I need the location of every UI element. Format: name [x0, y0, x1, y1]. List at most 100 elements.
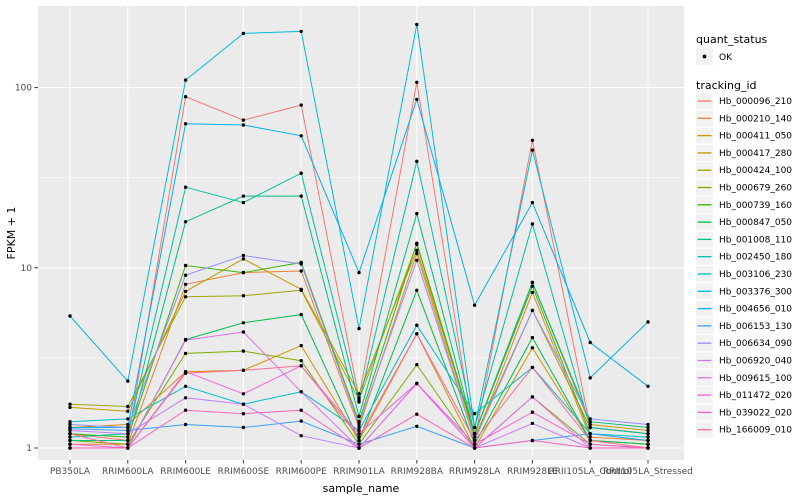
- data-point: [472, 412, 477, 416]
- data-point: [241, 123, 246, 127]
- data-point: [646, 422, 650, 427]
- x-axis-title: sample_name: [323, 482, 400, 495]
- legend-item: Hb_009615_100: [696, 369, 792, 386]
- data-point: [415, 412, 419, 416]
- data-point: [415, 251, 419, 256]
- data-point: [126, 417, 130, 421]
- data-point: [646, 425, 650, 430]
- x-axis-tick-label: RRIM928LE: [507, 467, 558, 477]
- data-point: [415, 211, 419, 216]
- legend-item: Hb_006153_130: [696, 317, 792, 334]
- data-point: [415, 80, 419, 85]
- data-point: [183, 282, 188, 286]
- data-point: [472, 425, 477, 430]
- data-point: [241, 330, 246, 334]
- legend-item: Hb_001008_110: [696, 231, 792, 248]
- legend-item-label: Hb_000411_050: [719, 132, 792, 142]
- data-point: [241, 294, 246, 298]
- legend-item-label: Hb_000847_050: [719, 218, 792, 228]
- legend-item-label: Hb_001008_110: [719, 235, 792, 245]
- x-axis-tick-label: RRIM928LA: [449, 467, 501, 477]
- data-point: [241, 257, 246, 261]
- legend-item: Hb_000096_210: [696, 93, 792, 109]
- data-point: [299, 288, 303, 292]
- data-point: [588, 446, 592, 450]
- data-point: [126, 442, 130, 446]
- legend-item: Hb_000424_100: [696, 162, 792, 179]
- data-point: [530, 280, 535, 285]
- data-point: [530, 335, 535, 340]
- data-point: [241, 321, 246, 325]
- legend-item-label: Hb_000096_210: [719, 97, 792, 107]
- data-point: [530, 222, 535, 226]
- data-point: [183, 422, 188, 427]
- legend-item-label: Hb_002450_180: [719, 253, 792, 263]
- data-point: [472, 435, 477, 439]
- data-point: [530, 200, 535, 205]
- legend-item: Hb_166009_010: [696, 421, 792, 438]
- data-point: [183, 295, 188, 299]
- legend-title-quant-status: quant_status: [696, 33, 768, 46]
- x-axis-tick-label: RRII105LA_Stressed: [603, 467, 693, 477]
- data-point: [126, 428, 130, 433]
- data-point: [472, 438, 477, 443]
- data-point: [530, 290, 535, 295]
- data-point: [646, 446, 650, 450]
- data-point: [126, 404, 130, 409]
- legend-item-label: Hb_003106_230: [719, 270, 792, 280]
- data-point: [183, 351, 188, 356]
- legend-item: Hb_000417_280: [696, 144, 792, 161]
- data-point: [588, 438, 592, 443]
- data-point: [588, 432, 592, 436]
- legend-item-label: Hb_166009_010: [719, 426, 792, 436]
- data-point: [68, 435, 72, 439]
- data-point: [183, 263, 188, 268]
- legend-item-label: Hb_006153_130: [719, 322, 792, 332]
- legend-item-label: Hb_011472_020: [719, 391, 792, 401]
- data-point: [126, 446, 130, 450]
- legend-item: Hb_006920_040: [696, 352, 792, 369]
- data-point: [241, 270, 246, 275]
- data-point: [299, 419, 303, 423]
- legend-item: Hb_000847_050: [696, 214, 792, 231]
- data-point: [183, 220, 188, 224]
- data-point: [241, 349, 246, 353]
- legend-item-label: Hb_000417_280: [719, 149, 792, 159]
- data-point: [415, 97, 419, 102]
- data-point: [299, 390, 303, 394]
- data-point: [357, 414, 361, 418]
- data-point: [183, 95, 188, 99]
- data-point: [588, 425, 592, 430]
- data-point: [415, 241, 419, 245]
- data-point: [299, 364, 303, 368]
- legend-item-label: Hb_000424_100: [719, 166, 792, 176]
- data-point: [415, 159, 419, 163]
- data-point: [530, 148, 535, 152]
- legend: OK Hb_000096_210 Hb_000210_140 Hb_000411_05…: [696, 48, 792, 438]
- data-point: [415, 248, 419, 252]
- x-axis-tick-label: RRIM600LA: [102, 467, 154, 477]
- data-point: [415, 363, 419, 367]
- data-point: [241, 194, 246, 198]
- legend-item: Hb_000411_050: [696, 127, 792, 144]
- data-point: [530, 410, 535, 414]
- data-point: [588, 420, 592, 424]
- legend-item: Hb_000679_260: [696, 179, 792, 196]
- legend-item-label: Hb_000210_140: [719, 114, 792, 124]
- data-point: [241, 253, 246, 258]
- data-point: [646, 432, 650, 436]
- data-point: [415, 424, 419, 428]
- data-point: [241, 412, 246, 416]
- data-point: [415, 323, 419, 327]
- data-point: [299, 194, 303, 198]
- data-point: [357, 428, 361, 433]
- data-point: [646, 442, 650, 446]
- data-point: [299, 343, 303, 348]
- data-point: [183, 185, 188, 189]
- data-point: [126, 409, 130, 413]
- data-point: [415, 381, 419, 386]
- data-point: [530, 346, 535, 350]
- data-point: [183, 122, 188, 126]
